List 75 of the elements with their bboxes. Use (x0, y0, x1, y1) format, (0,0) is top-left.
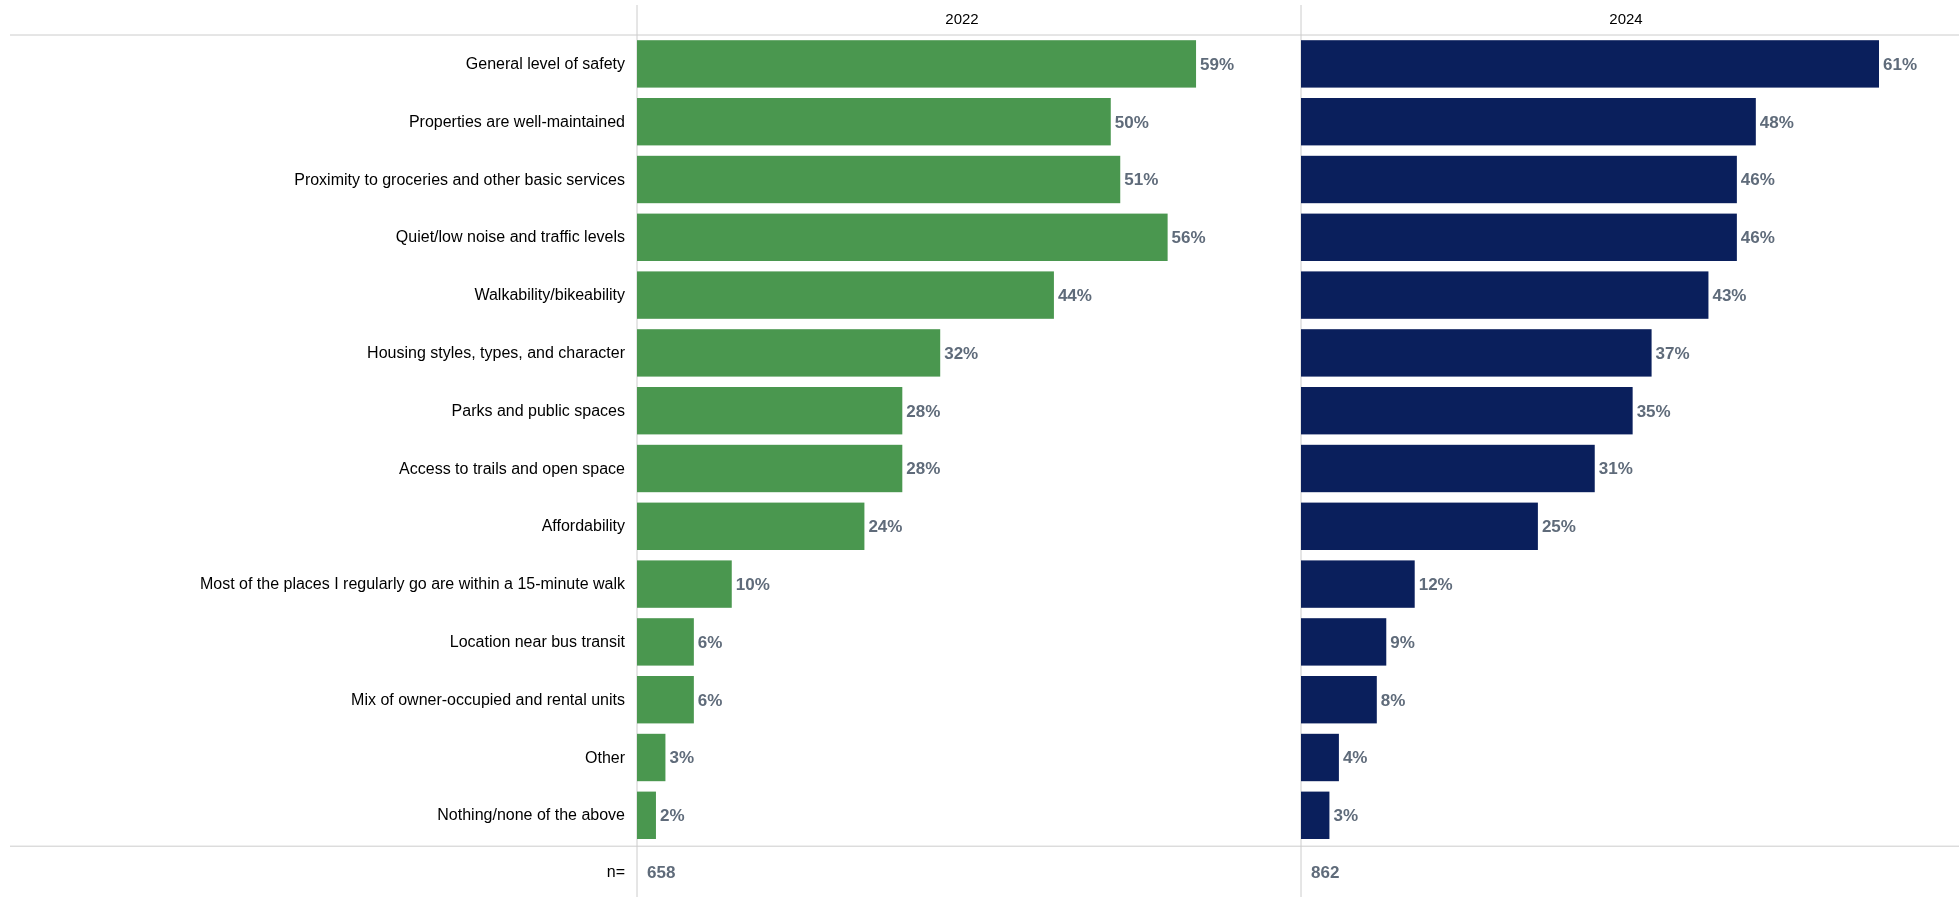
bar (637, 791, 656, 839)
y-axis-title: n= (606, 863, 625, 881)
y-tick-label: Walkability/bikeability (474, 286, 625, 304)
bar (1301, 560, 1415, 608)
bar (637, 213, 1168, 261)
data-label: 48% (1759, 112, 1794, 132)
data-label: 59% (1200, 54, 1235, 74)
data-label: 28% (906, 459, 941, 479)
data-label: 24% (868, 517, 903, 537)
bar (1301, 502, 1538, 550)
y-tick-label: Housing styles, types, and character (367, 344, 626, 362)
bar (637, 98, 1111, 146)
bar (1301, 444, 1595, 493)
data-label: 4% (1342, 748, 1368, 768)
bar (1301, 387, 1633, 435)
bar (637, 560, 732, 608)
y-tick-label: Properties are well-maintained (408, 112, 625, 130)
data-label: 28% (906, 401, 941, 421)
bar (1301, 676, 1377, 724)
bar (1301, 40, 1879, 88)
data-label: 56% (1171, 228, 1206, 248)
bar (637, 329, 941, 377)
bar (1301, 271, 1709, 319)
data-label: 32% (944, 343, 979, 363)
bar (1301, 98, 1756, 146)
bar (1301, 155, 1737, 204)
bar (1301, 791, 1330, 839)
data-label: 31% (1598, 459, 1633, 479)
y-tick-label: Parks and public spaces (451, 401, 625, 419)
data-label: 3% (1333, 806, 1358, 826)
data-label: 9% (1390, 632, 1415, 652)
data-label: 12% (1418, 575, 1453, 595)
data-label: 50% (1114, 112, 1149, 132)
y-tick-label: Mix of owner-occupied and rental units (351, 690, 625, 708)
data-label: 6% (697, 690, 723, 710)
y-tick-label: Access to trails and open space (399, 459, 626, 477)
y-tick-label: Other (584, 748, 626, 766)
data-label: 8% (1380, 690, 1406, 710)
data-label: 2% (659, 806, 685, 826)
data-label: 35% (1636, 401, 1671, 421)
data-label: 3% (669, 748, 694, 768)
y-tick-label: Affordability (541, 517, 625, 535)
y-tick-label: Most of the places I regularly go are within a 15-minute walk (199, 575, 626, 593)
bar (637, 271, 1054, 319)
data-label: 6% (697, 632, 723, 652)
data-label: 46% (1740, 228, 1775, 248)
bar (1301, 733, 1339, 782)
bar (1301, 618, 1387, 666)
data-label: 25% (1541, 517, 1576, 537)
bar (1301, 213, 1737, 261)
data-label: 43% (1712, 286, 1747, 306)
data-label: 61% (1883, 54, 1918, 74)
annotation: 862 (1311, 862, 1340, 882)
bar (637, 618, 694, 666)
chart-title: 2024 (1609, 10, 1643, 27)
bar (637, 444, 903, 493)
y-tick-label: Nothing/none of the above (437, 806, 626, 824)
y-tick-label: Quiet/low noise and traffic levels (395, 228, 625, 246)
bar (637, 733, 666, 782)
bar (637, 40, 1197, 88)
data-label: 44% (1057, 286, 1092, 306)
bar (637, 155, 1121, 204)
bar (1301, 329, 1652, 377)
y-tick-label: Location near bus transit (449, 633, 626, 651)
bar (637, 387, 903, 435)
bar (637, 502, 865, 550)
annotation: 658 (647, 862, 676, 882)
chart-title: 2022 (945, 10, 979, 27)
data-label: 46% (1740, 170, 1775, 190)
y-tick-label: Proximity to groceries and other basic services (294, 170, 625, 188)
bar (637, 676, 694, 724)
data-label: 37% (1655, 343, 1690, 363)
y-tick-label: General level of safety (465, 55, 625, 73)
data-label: 10% (735, 575, 770, 595)
data-label: 51% (1124, 170, 1159, 190)
